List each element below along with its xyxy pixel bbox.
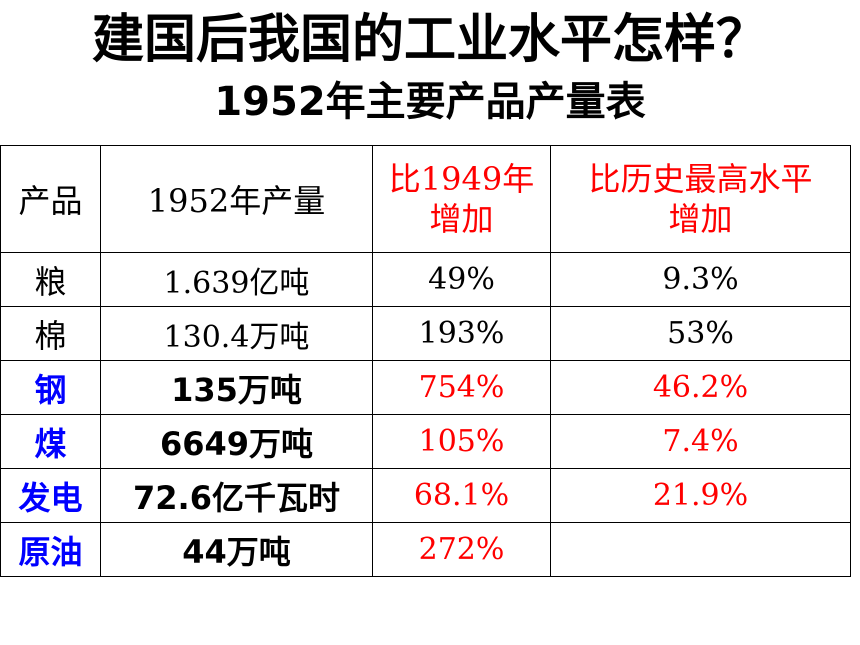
product-name: 棉 [0,306,101,361]
page-title: 建国后我国的工业水平怎样？ [91,10,768,70]
product-name: 钢 [0,360,101,415]
production-table: 产品 1952年产量 比1949年 增加 比历史最高水平 增加 粮 1.639亿… [0,145,851,577]
output-value: 135万吨 [100,360,373,415]
increase-vs-peak: 7.4% [550,414,851,469]
increase-vs-1949: 193% [372,306,551,361]
product-name: 发电 [0,468,101,523]
table-header-row: 产品 1952年产量 比1949年 增加 比历史最高水平 增加 [0,145,851,253]
product-name: 煤 [0,414,101,469]
header-vs-1949-line1: 比1949年 [388,160,535,198]
increase-vs-1949: 272% [372,522,551,577]
header-vs-1949-line2: 增加 [429,200,494,238]
table-row-steel: 钢 135万吨 754% 46.2% [0,360,851,415]
header-product: 产品 [0,145,101,253]
table-subtitle: 1952年主要产品产量表 [214,79,646,125]
table-row-cotton: 棉 130.4万吨 193% 53% [0,306,851,361]
output-value: 130.4万吨 [100,306,373,361]
table-row-crude-oil: 原油 44万吨 272% [0,522,851,577]
increase-vs-peak: 9.3% [550,252,851,307]
header-vs-peak: 比历史最高水平 增加 [550,145,851,253]
product-name: 粮 [0,252,101,307]
table-row-coal: 煤 6649万吨 105% 7.4% [0,414,851,469]
increase-vs-1949: 754% [372,360,551,415]
table-row-grain: 粮 1.639亿吨 49% 9.3% [0,252,851,307]
header-output-1952: 1952年产量 [100,145,373,253]
increase-vs-peak: 53% [550,306,851,361]
increase-vs-1949: 105% [372,414,551,469]
increase-vs-1949: 68.1% [372,468,551,523]
increase-vs-peak: 21.9% [550,468,851,523]
output-value: 6649万吨 [100,414,373,469]
increase-vs-1949: 49% [372,252,551,307]
header-vs-1949: 比1949年 增加 [372,145,551,253]
output-value: 44万吨 [100,522,373,577]
header-vs-peak-line1: 比历史最高水平 [588,160,813,198]
increase-vs-peak: 46.2% [550,360,851,415]
header-vs-peak-line2: 增加 [668,200,733,238]
increase-vs-peak [550,522,851,577]
output-value: 1.639亿吨 [100,252,373,307]
product-name: 原油 [0,522,101,577]
output-value: 72.6亿千瓦时 [100,468,373,523]
table-row-electricity: 发电 72.6亿千瓦时 68.1% 21.9% [0,468,851,523]
